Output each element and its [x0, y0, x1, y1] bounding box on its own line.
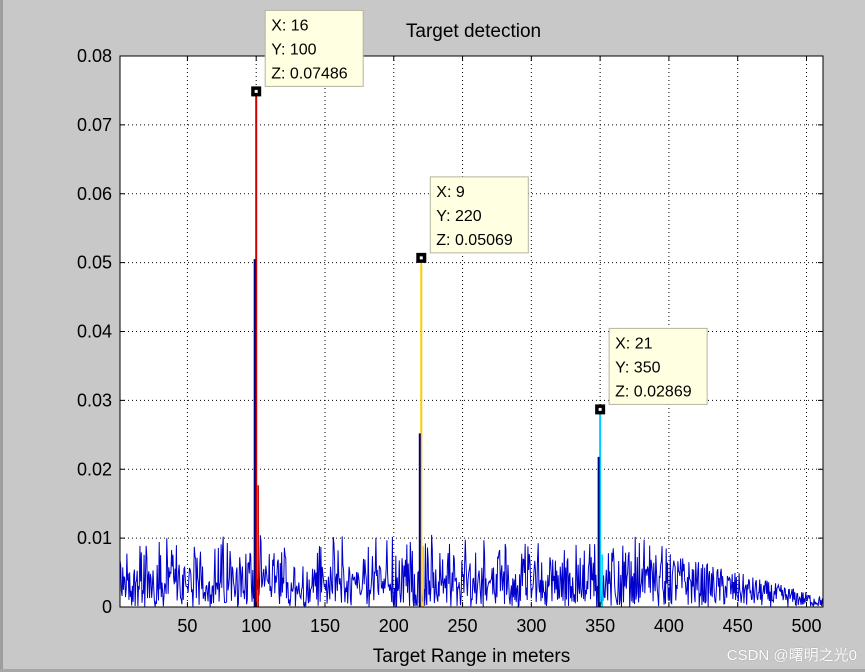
y-tick-label: 0.06: [77, 184, 112, 204]
x-tick-label: 250: [448, 616, 478, 636]
frame-edge-bottom: [0, 669, 865, 672]
x-tick-label: 400: [654, 616, 684, 636]
y-tick-label: 0.04: [77, 322, 112, 342]
data-tip-2: X: 9 Y: 220 Z: 0.05069: [416, 176, 529, 263]
data-tip-box: [608, 327, 708, 405]
data-tip-1: X: 16 Y: 100 Z: 0.07486: [251, 9, 364, 97]
data-tip-marker-center: [254, 89, 258, 93]
y-tick-label: 0.08: [77, 46, 112, 66]
x-axis-label: Target Range in meters: [373, 646, 571, 667]
data-tip-line: Y: 220: [436, 208, 481, 225]
y-tick-label: 0.05: [77, 253, 112, 273]
data-tip-box: [264, 9, 364, 87]
noise-floor-series: [119, 534, 824, 609]
frame-edge-left: [0, 0, 3, 672]
y-tick-label: 0: [102, 597, 112, 617]
x-tick-label: 500: [791, 616, 821, 636]
peak-series: [253, 91, 603, 607]
data-tip-box: [429, 176, 529, 254]
y-tick-label: 0.01: [77, 528, 112, 548]
axes-background: [120, 56, 823, 607]
x-tick-label: 50: [177, 616, 197, 636]
x-tick-label: 100: [241, 616, 271, 636]
x-tick-label: 150: [310, 616, 340, 636]
y-tick-label: 0.07: [77, 115, 112, 135]
y-tick-label: 0.02: [77, 459, 112, 479]
data-tip-line: X: 9: [436, 184, 465, 201]
x-tick-label: 200: [379, 616, 409, 636]
chart-title: Target detection: [406, 21, 541, 42]
x-tick-label: 300: [516, 616, 546, 636]
peak-3: [597, 409, 603, 607]
peak-1: [253, 91, 259, 607]
data-tip-line: X: 21: [615, 335, 652, 352]
data-tip-marker-center: [598, 407, 602, 411]
x-tick-label: 350: [585, 616, 615, 636]
data-tips: X: 16 Y: 100 Z: 0.07486 X: 9 Y: 220 Z: 0.0506…: [251, 9, 708, 415]
data-tip-line: Z: 0.05069: [436, 232, 513, 249]
watermark: CSDN @曙明之光0: [726, 647, 857, 664]
data-tip-line: Z: 0.07486: [271, 65, 348, 82]
data-tip-3: X: 21 Y: 350 Z: 0.02869: [595, 327, 708, 415]
y-tick-label: 0.03: [77, 390, 112, 410]
axis-ticks: 50 100 150 200 250 300 350 400 450 500 0 0.01 0.02 0.…: [77, 46, 823, 636]
data-tip-line: Z: 0.02869: [615, 383, 692, 400]
data-tip-marker-center: [419, 256, 423, 260]
data-tip-line: Y: 350: [615, 359, 660, 376]
data-tip-line: Y: 100: [271, 41, 316, 58]
x-tick-label: 450: [723, 616, 753, 636]
peak-2: [418, 257, 425, 607]
data-tip-line: X: 16: [271, 17, 308, 34]
noise-line: [119, 534, 824, 609]
